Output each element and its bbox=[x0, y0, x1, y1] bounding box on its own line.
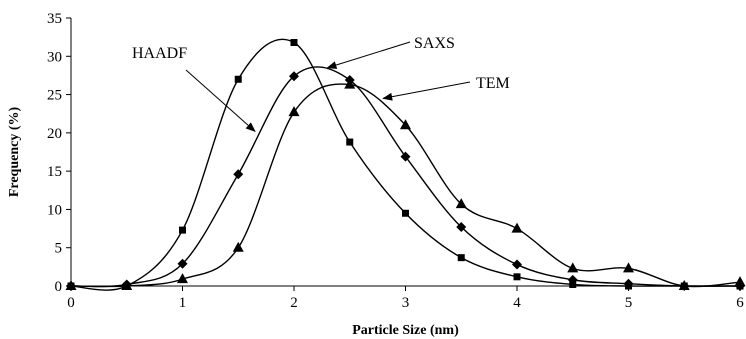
x-tick-label: 5 bbox=[625, 295, 633, 311]
data-point-tem bbox=[567, 262, 579, 273]
data-point-tem bbox=[177, 273, 188, 284]
data-point-haadf bbox=[346, 138, 354, 146]
data-point-saxs bbox=[567, 274, 578, 285]
y-tick-label: 0 bbox=[55, 279, 63, 295]
y-axis-title: Frequency (%) bbox=[7, 106, 22, 197]
data-point-saxs bbox=[177, 258, 188, 269]
y-tick-label: 35 bbox=[47, 11, 62, 27]
data-point-saxs bbox=[400, 151, 411, 162]
x-axis-ticks: 0 1 2 3 4 5 6 bbox=[67, 286, 744, 311]
data-point-tem bbox=[623, 262, 634, 273]
annotation-saxs-label: SAXS bbox=[414, 35, 455, 52]
annotation-tem-arrow bbox=[382, 81, 471, 101]
data-point-tem bbox=[232, 241, 244, 252]
x-tick-label: 0 bbox=[67, 295, 75, 311]
data-point-tem bbox=[400, 119, 411, 130]
data-point-tem bbox=[511, 222, 523, 233]
data-point-tem bbox=[121, 280, 133, 290]
data-point-haadf bbox=[234, 75, 242, 83]
data-point-haadf bbox=[179, 226, 186, 234]
x-axis-title: Particle Size (nm) bbox=[352, 323, 459, 338]
x-tick-label: 2 bbox=[290, 295, 298, 311]
y-tick-label: 15 bbox=[47, 164, 62, 180]
y-tick-label: 25 bbox=[47, 88, 62, 104]
data-point-tem bbox=[288, 106, 300, 117]
series-line-haadf bbox=[70, 38, 740, 291]
data-point-haadf bbox=[402, 209, 409, 217]
y-axis-ticks: 0 5 10 15 20 25 30 35 bbox=[47, 11, 71, 295]
curve-annotations: HAADF SAXS TEM bbox=[132, 35, 510, 132]
plot-area: 0 1 2 3 4 5 6 0 5 10 15 20 25 30 35 HAADF SAXS TEM bbox=[47, 11, 746, 311]
x-tick-label: 4 bbox=[513, 295, 521, 311]
data-point-saxs bbox=[456, 222, 467, 233]
annotation-tem-label: TEM bbox=[476, 75, 510, 92]
data-point-haadf bbox=[457, 254, 465, 262]
data-point-saxs bbox=[512, 259, 522, 270]
annotation-haadf-label: HAADF bbox=[132, 45, 187, 62]
y-tick-label: 10 bbox=[47, 202, 62, 218]
series-curves bbox=[70, 38, 741, 291]
y-tick-label: 5 bbox=[55, 241, 63, 257]
series-markers bbox=[65, 39, 746, 291]
series-line-tem bbox=[70, 83, 741, 288]
x-tick-label: 1 bbox=[179, 295, 187, 311]
series-line-saxs bbox=[70, 66, 741, 288]
data-point-tem bbox=[65, 280, 77, 290]
x-tick-label: 6 bbox=[736, 295, 744, 311]
data-point-saxs bbox=[623, 278, 634, 289]
data-point-tem bbox=[455, 198, 467, 209]
y-tick-label: 30 bbox=[47, 49, 62, 65]
data-point-haadf bbox=[513, 273, 521, 281]
data-point-saxs bbox=[289, 71, 299, 82]
annotation-saxs-arrow bbox=[326, 41, 411, 69]
annotation-haadf-arrow bbox=[185, 69, 256, 132]
data-point-tem bbox=[344, 78, 356, 89]
y-tick-label: 20 bbox=[47, 126, 62, 142]
data-point-tem bbox=[678, 280, 690, 290]
data-point-saxs bbox=[233, 169, 244, 180]
data-point-tem bbox=[734, 276, 746, 287]
x-tick-label: 3 bbox=[402, 295, 410, 311]
data-point-haadf bbox=[290, 39, 298, 47]
